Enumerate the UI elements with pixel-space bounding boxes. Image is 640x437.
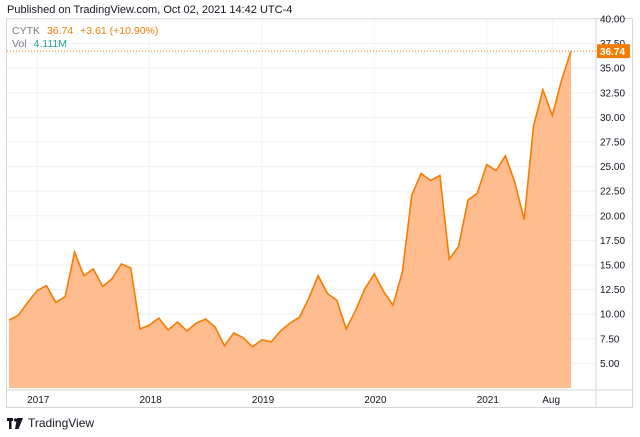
legend-symbol[interactable]: CYTK	[12, 25, 41, 37]
footer-brand: TradingView	[28, 416, 95, 430]
chart-legend: CYTK 36.74 +3.61 (+10.90%) Vol 4.111M	[12, 25, 158, 51]
y-tick-label: 27.50	[600, 138, 625, 149]
y-tick-label: 7.50	[600, 334, 620, 345]
y-axis: 40.0037.5035.0032.5030.0027.5025.0022.50…	[600, 15, 625, 370]
last-price-tag-label: 36.74	[600, 47, 625, 58]
legend-volume-value: 4.111M	[33, 38, 67, 50]
footer[interactable]: TradingView	[7, 416, 94, 430]
last-price-tag-box	[597, 44, 630, 59]
y-tick-label: 22.50	[600, 187, 625, 198]
y-tick-label: 40.00	[600, 15, 625, 26]
x-tick-label: 2020	[364, 395, 387, 406]
x-tick-label: 2017	[27, 395, 50, 406]
y-tick-label: 35.00	[600, 64, 625, 75]
legend-last-price: 36.74	[46, 25, 74, 37]
x-tick-label: 2018	[140, 395, 163, 406]
y-tick-label: 15.00	[600, 261, 625, 272]
y-tick-label: 12.50	[600, 285, 625, 296]
y-tick-label: 25.00	[600, 162, 625, 173]
y-tick-label: 17.50	[600, 236, 625, 247]
tradingview-logo-icon	[7, 417, 23, 429]
x-tick-label: 2019	[252, 395, 275, 406]
x-tick-label: 2021	[477, 395, 500, 406]
published-caption: Published on TradingView.com, Oct 02, 20…	[7, 4, 293, 16]
price-area-fill	[9, 51, 571, 388]
legend-change: +3.61 (+10.90%)	[80, 25, 159, 37]
last-price-tag: 36.74	[597, 44, 630, 59]
x-axis: 2017 2018 2019 2020 2021 Aug	[27, 395, 560, 406]
y-tick-label: 32.50	[600, 88, 625, 99]
x-tick-label: Aug	[542, 395, 560, 406]
y-tick-label: 10.00	[600, 310, 625, 321]
y-tick-label: 5.00	[600, 359, 620, 370]
y-tick-label: 30.00	[600, 113, 625, 124]
price-line	[8, 50, 572, 348]
legend-volume-label: Vol	[12, 38, 27, 50]
y-tick-label: 20.00	[600, 211, 625, 222]
